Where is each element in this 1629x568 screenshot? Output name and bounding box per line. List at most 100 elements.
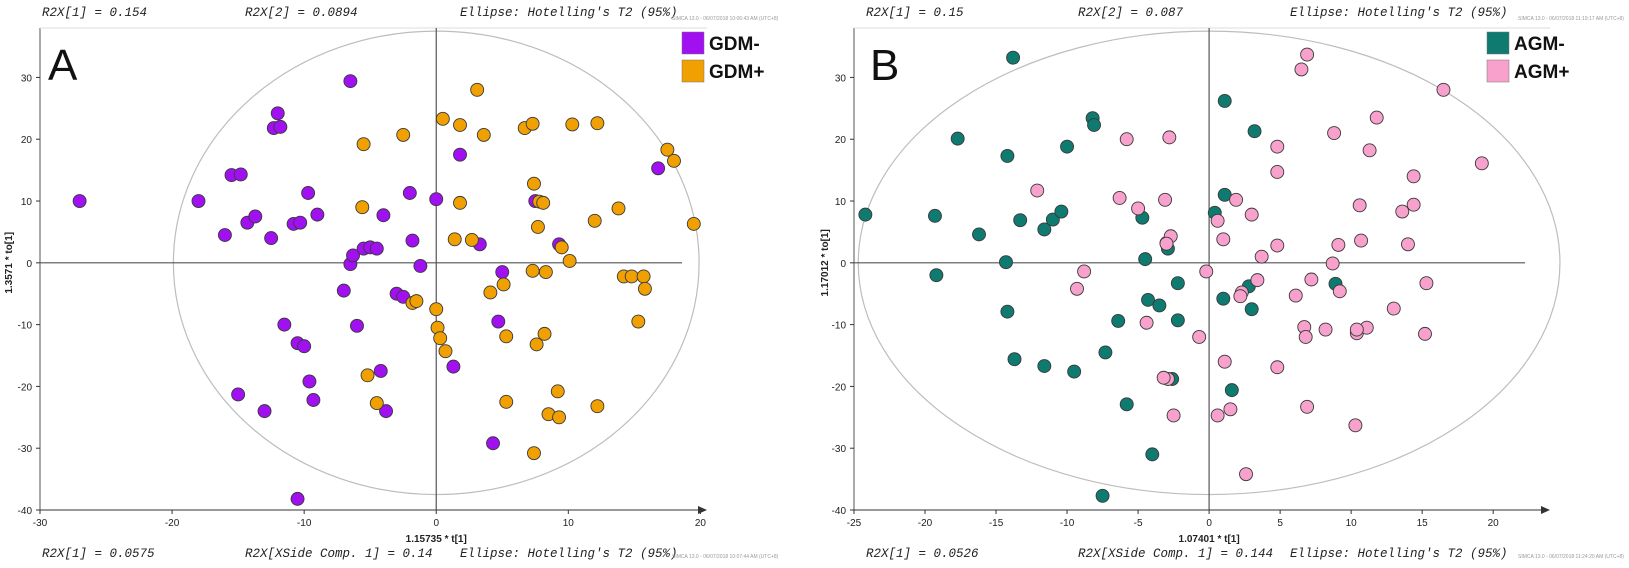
- data-point: [495, 265, 510, 280]
- data-point: [1362, 143, 1377, 158]
- data-point: [1325, 256, 1340, 271]
- series-GDM+: [355, 82, 701, 461]
- data-point: [1111, 313, 1126, 328]
- data-point: [483, 285, 498, 300]
- data-point: [529, 337, 544, 352]
- header-r2x1: R2X[1] = 0.154: [42, 6, 147, 20]
- data-point: [369, 241, 384, 256]
- data-point: [624, 269, 639, 284]
- data-point: [1030, 183, 1045, 198]
- data-point: [1223, 402, 1238, 417]
- data-point: [1270, 238, 1285, 253]
- data-point: [1217, 93, 1232, 108]
- data-point: [1156, 370, 1171, 385]
- y-tick-label: 30: [835, 73, 847, 84]
- data-point: [562, 254, 577, 268]
- data-point: [257, 404, 272, 419]
- data-point: [413, 258, 428, 273]
- data-point: [346, 248, 360, 263]
- data-point: [1000, 304, 1015, 319]
- data-point: [1224, 383, 1239, 398]
- data-point: [464, 233, 479, 247]
- x-tick-label: -10: [1060, 518, 1075, 529]
- data-point: [306, 393, 321, 407]
- x-tick-label: -10: [297, 518, 312, 529]
- data-point: [1199, 264, 1214, 279]
- data-point: [1239, 467, 1253, 482]
- data-point: [1112, 190, 1127, 205]
- data-point: [1166, 408, 1181, 423]
- data-point: [1119, 397, 1134, 412]
- data-point: [1210, 408, 1225, 423]
- data-point: [1288, 288, 1303, 303]
- data-point: [1369, 110, 1384, 125]
- data-point: [1095, 488, 1110, 503]
- data-point: [929, 268, 944, 283]
- data-point: [1216, 291, 1231, 306]
- data-point: [530, 220, 545, 234]
- data-point: [405, 233, 420, 248]
- data-point: [1054, 204, 1069, 219]
- y-tick-label: 0: [26, 259, 32, 270]
- y-axis-label: 1.17012 * to[1]: [820, 229, 831, 296]
- x-tick-label: 0: [433, 518, 439, 529]
- header-r2x1: R2X[1] = 0.15: [866, 6, 964, 20]
- data-point: [447, 232, 462, 247]
- data-point: [1158, 192, 1173, 207]
- data-point: [1141, 292, 1155, 307]
- data-point: [1007, 352, 1022, 367]
- y-tick-label: 20: [21, 135, 33, 146]
- data-point: [537, 326, 552, 341]
- data-point: [343, 74, 358, 89]
- footer-ellipse: Ellipse: Hotelling's T2 (95%): [460, 547, 678, 561]
- data-point: [1013, 213, 1028, 228]
- data-point: [637, 281, 652, 296]
- data-point: [1217, 354, 1232, 369]
- data-point: [290, 491, 305, 506]
- series-AGM+: [1030, 47, 1489, 482]
- data-point: [950, 131, 965, 146]
- data-point: [651, 161, 666, 176]
- data-point: [538, 265, 553, 280]
- data-point: [631, 314, 646, 329]
- data-point: [1270, 139, 1285, 154]
- data-point: [409, 294, 424, 309]
- data-point: [686, 216, 701, 231]
- data-point: [231, 387, 246, 402]
- data-point: [429, 302, 444, 317]
- data-point: [336, 283, 351, 298]
- data-point: [217, 228, 232, 242]
- x-tick-label: -20: [918, 518, 933, 529]
- data-point: [301, 186, 316, 200]
- software-stamp-bottom: SIMCA 13.0 - 06/07/2018 10:07:44 AM (UTC…: [672, 554, 779, 560]
- y-tick-label: -30: [832, 444, 847, 455]
- y-tick-label: -10: [832, 321, 847, 332]
- data-point: [453, 195, 467, 210]
- data-point: [1304, 272, 1319, 287]
- y-tick-label: 0: [840, 259, 846, 270]
- data-point: [373, 364, 388, 378]
- data-point: [453, 147, 467, 162]
- legend-label: AGM+: [1514, 62, 1569, 83]
- data-point: [1401, 237, 1415, 252]
- data-point: [525, 116, 540, 131]
- data-point: [565, 117, 580, 132]
- data-point: [433, 331, 448, 346]
- data-point: [1145, 447, 1160, 462]
- data-point: [1139, 315, 1154, 330]
- data-point: [552, 410, 567, 425]
- y-tick-label: -20: [18, 382, 33, 393]
- data-point: [1170, 276, 1185, 291]
- data-point: [402, 186, 417, 200]
- data-point: [1098, 345, 1113, 360]
- x-axis-arrow: [698, 506, 707, 514]
- series-GDM-: [72, 74, 666, 506]
- software-stamp-bottom: SIMCA 13.0 - 06/07/2018 11:24:20 AM (UTC…: [1518, 554, 1624, 560]
- data-point: [396, 127, 411, 142]
- x-axis-label: 1.07401 * t[1]: [1179, 534, 1240, 545]
- data-point: [999, 255, 1013, 270]
- footer-r2x-side: R2X[XSide Comp. 1] = 0.14: [245, 547, 433, 561]
- y-axis-label: 1.3571 * to[1]: [4, 232, 15, 294]
- footer-r2x1: R2X[1] = 0.0575: [42, 547, 155, 561]
- data-point: [1037, 222, 1052, 237]
